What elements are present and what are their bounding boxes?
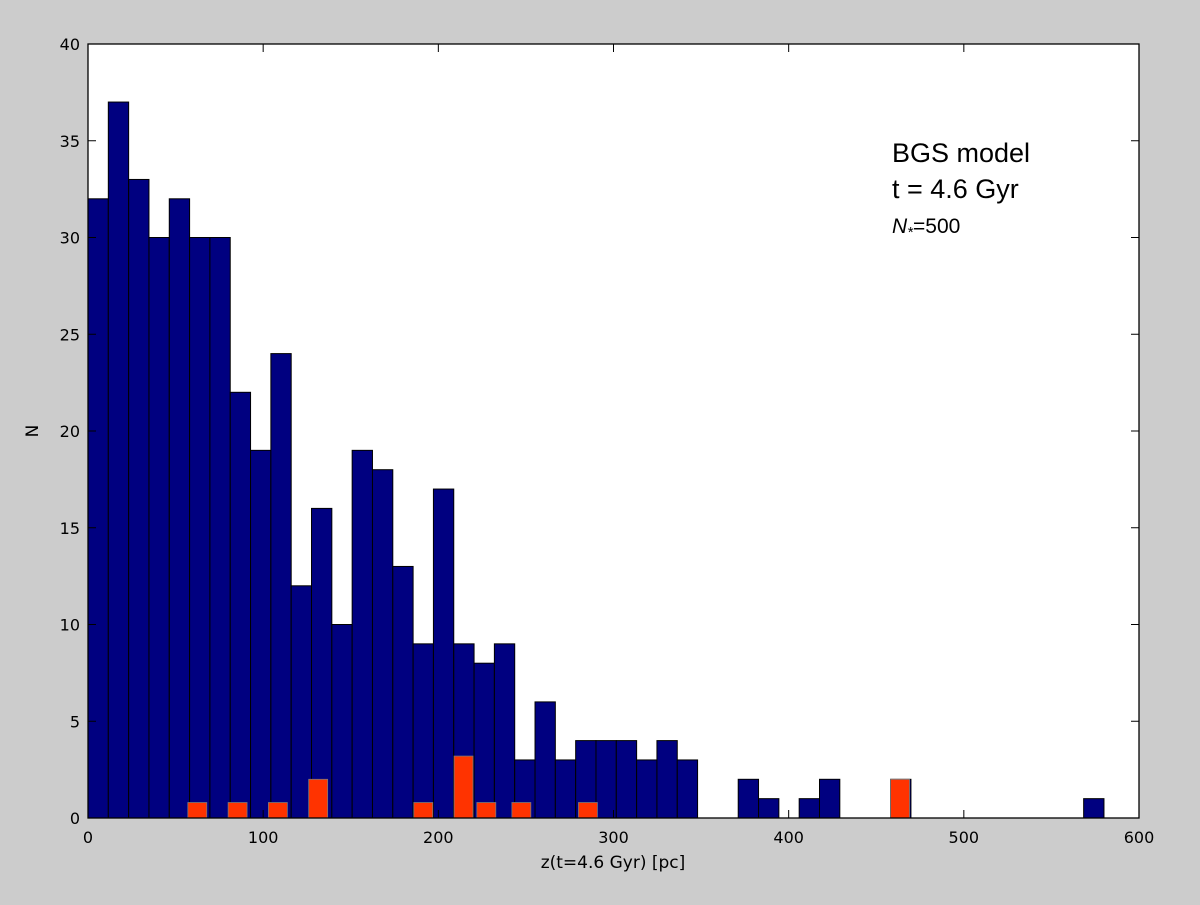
tick-labels-layer: 0 100 200 300 400 500 600 0 5 10 15 20 25 30 35 40 xyxy=(60,35,1155,847)
annotation-n-subscript: * xyxy=(907,224,914,241)
histogram-bar xyxy=(554,759,577,819)
highlight-bar xyxy=(413,802,434,819)
x-tick-label: 400 xyxy=(773,828,804,847)
histogram-bar xyxy=(818,778,841,819)
annotation-n-value: =500 xyxy=(913,215,960,238)
histogram-bar xyxy=(493,643,516,819)
highlight-bar xyxy=(453,755,474,819)
x-axis-label: z(t=4.6 Gyr) [pc] xyxy=(541,853,686,873)
annotation-star-count: N*=500 xyxy=(892,215,960,241)
y-tick-label: 30 xyxy=(60,229,80,248)
annotation-n-symbol: N xyxy=(892,215,908,238)
histogram-bar xyxy=(87,198,109,819)
y-tick-label: 20 xyxy=(60,422,80,441)
histogram-bar xyxy=(758,798,780,819)
histogram-bar xyxy=(676,759,699,819)
annotation-model: BGS model xyxy=(892,138,1030,168)
histogram-bar xyxy=(534,701,556,819)
y-tick-label: 15 xyxy=(60,519,80,538)
histogram-bar xyxy=(148,237,170,819)
histogram-bar xyxy=(798,798,820,819)
histogram-bar xyxy=(250,449,272,819)
highlight-bar xyxy=(187,802,208,819)
x-tick-label: 100 xyxy=(248,828,279,847)
histogram-bar xyxy=(189,237,211,819)
histogram-bar xyxy=(311,507,333,819)
ticks-layer xyxy=(87,43,1140,819)
x-tick-label: 500 xyxy=(949,828,980,847)
histogram-bar xyxy=(331,624,353,819)
histogram-bar xyxy=(229,391,252,819)
y-tick-label: 40 xyxy=(60,35,80,54)
histogram-bar xyxy=(737,778,760,819)
histogram-bar xyxy=(656,740,678,819)
histogram-bar xyxy=(107,101,130,819)
x-tick-label: 200 xyxy=(423,828,454,847)
y-tick-label: 25 xyxy=(60,325,80,344)
histogram-bar xyxy=(209,237,231,819)
highlight-bar xyxy=(227,802,248,819)
highlight-bar xyxy=(890,778,910,819)
highlight-bar xyxy=(511,802,532,819)
highlight-bar xyxy=(578,802,598,819)
x-tick-label: 600 xyxy=(1124,828,1155,847)
highlight-bar xyxy=(308,778,329,819)
x-tick-label: 300 xyxy=(598,828,629,847)
histogram-bar xyxy=(392,565,414,819)
x-tick-label: 0 xyxy=(83,828,93,847)
histogram-bar xyxy=(412,643,434,819)
highlight-bar xyxy=(268,802,288,819)
histogram-bar xyxy=(371,469,394,819)
y-axis-label: N xyxy=(23,425,43,438)
highlight-bar xyxy=(476,802,497,819)
histogram-bar xyxy=(270,353,292,819)
annotation-age: t = 4.6 Gyr xyxy=(892,174,1019,204)
histogram-bar xyxy=(636,759,658,819)
histogram-bar xyxy=(351,449,373,819)
histogram-bar xyxy=(595,740,617,819)
histogram-bar xyxy=(128,178,150,819)
histogram-bar xyxy=(1083,798,1105,819)
y-tick-label: 5 xyxy=(70,712,80,731)
histogram-bar xyxy=(615,740,638,819)
histogram-bar xyxy=(168,198,191,819)
histogram-bar xyxy=(432,488,455,819)
y-tick-label: 10 xyxy=(60,616,80,635)
y-tick-label: 0 xyxy=(70,809,80,828)
y-tick-label: 35 xyxy=(60,132,80,151)
histogram-bar xyxy=(473,662,495,819)
